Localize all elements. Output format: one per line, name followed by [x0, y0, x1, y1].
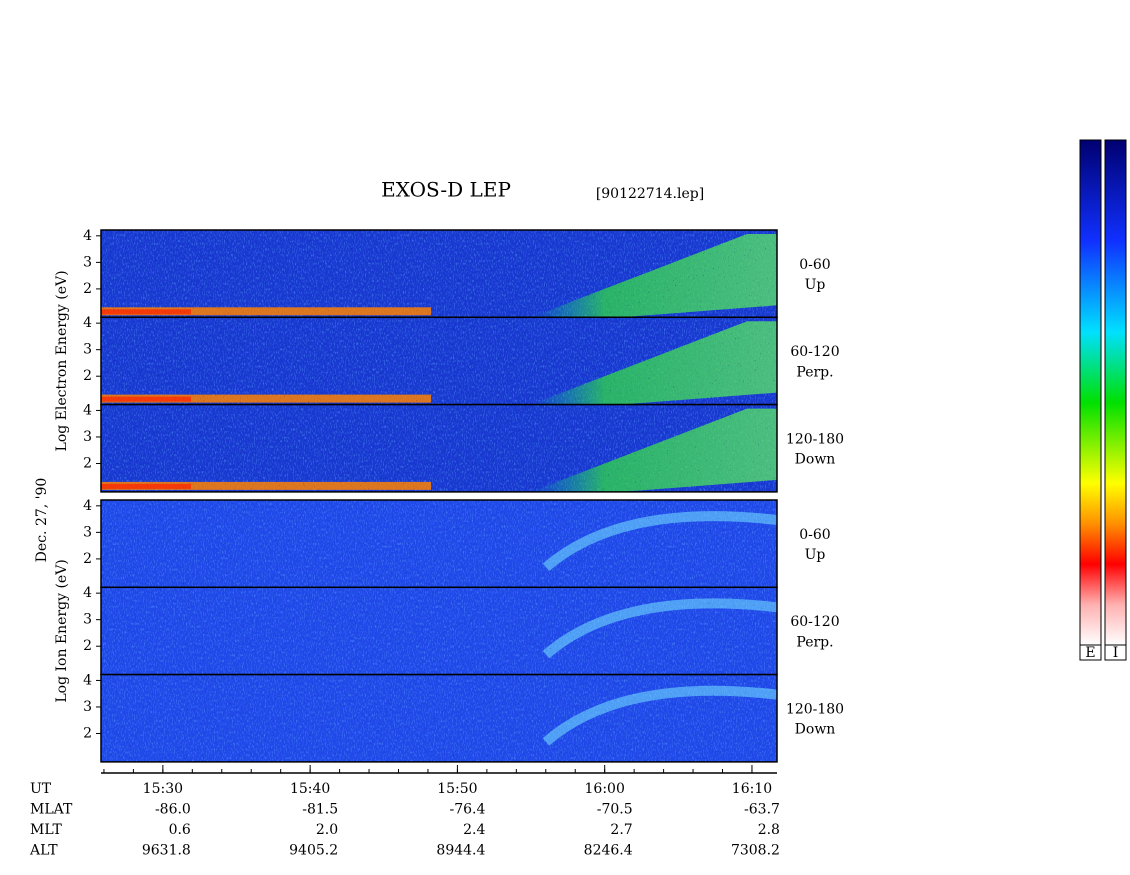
row-value: 8246.4: [584, 843, 633, 859]
colorbar-label-box: [1104, 644, 1127, 661]
x-tick-label: 15:30: [143, 781, 183, 797]
panel-label: 0-60: [799, 257, 830, 273]
panel-sublabel: Perp.: [796, 634, 833, 650]
y-tick-label: 4: [83, 498, 92, 514]
row-value: 2.0: [316, 822, 338, 838]
y-tick-label: 4: [83, 402, 92, 418]
y-tick-label: 4: [83, 585, 92, 601]
panel-sublabel: Down: [795, 722, 836, 738]
row-label: MLT: [30, 822, 62, 838]
date-label: Dec. 27, '90: [34, 478, 50, 563]
y-tick-label: 2: [83, 368, 92, 384]
axis-label: Log Electron Energy (eV): [54, 270, 70, 451]
row-value: 7308.2: [731, 843, 780, 859]
y-tick-label: 2: [83, 726, 92, 742]
y-tick-label: 4: [83, 315, 92, 331]
row-label: MLAT: [30, 802, 73, 818]
colorbar-label: I: [1113, 645, 1119, 661]
panel-frame: [100, 403, 778, 493]
x-tick-label: 15:40: [290, 781, 330, 797]
y-tick-label: 3: [83, 254, 92, 270]
row-label: UT: [30, 781, 52, 797]
y-tick-label: 3: [83, 612, 92, 628]
y-tick-label: 4: [83, 672, 92, 688]
file-name: [90122714.lep]: [596, 186, 704, 202]
panel-sublabel: Up: [805, 277, 826, 293]
row-value: -81.5: [302, 802, 338, 818]
y-tick-label: 2: [83, 638, 92, 654]
y-tick-label: 2: [83, 456, 92, 472]
row-value: 9631.8: [142, 843, 191, 859]
y-tick-label: 3: [83, 429, 92, 445]
x-tick-label: 16:00: [585, 781, 625, 797]
colorbar-label-box: [1079, 644, 1102, 661]
chart-title: EXOS-D LEP: [381, 178, 511, 202]
y-tick-label: 3: [83, 342, 92, 358]
row-value: 2.8: [758, 822, 780, 838]
x-tick-label: 16:10: [732, 781, 772, 797]
colorbar-label: E: [1085, 645, 1095, 661]
panel-label: 120-180: [786, 432, 844, 448]
row-value: -63.7: [744, 802, 780, 818]
panel-sublabel: Perp.: [796, 364, 833, 380]
panel-sublabel: Up: [805, 547, 826, 563]
colorbar: [1079, 139, 1102, 646]
spectrogram-noise: [101, 317, 777, 405]
axis-label: Log Ion Energy (eV): [54, 559, 70, 702]
spectrogram-noise: [101, 587, 777, 675]
y-tick-label: 4: [83, 228, 92, 244]
panel-sublabel: Down: [795, 452, 836, 468]
x-tick-label: 15:50: [437, 781, 477, 797]
panel-frame: [100, 673, 778, 763]
row-value: 9405.2: [289, 843, 338, 859]
row-value: -70.5: [597, 802, 633, 818]
row-value: 2.4: [463, 822, 485, 838]
row-value: -76.4: [450, 802, 486, 818]
y-tick-label: 3: [83, 524, 92, 540]
spectrogram-noise: [101, 500, 777, 588]
row-value: 0.6: [169, 822, 191, 838]
panel-label: 120-180: [786, 702, 844, 718]
row-value: 8944.4: [436, 843, 485, 859]
y-tick-label: 2: [83, 281, 92, 297]
y-tick-label: 3: [83, 699, 92, 715]
row-label: ALT: [29, 843, 58, 859]
spectrogram-noise: [101, 404, 777, 492]
y-tick-label: 2: [83, 551, 92, 567]
row-value: 2.7: [610, 822, 632, 838]
colorbar: [1104, 139, 1127, 646]
panel-label: 60-120: [790, 614, 839, 630]
spectrogram-noise: [101, 674, 777, 762]
row-value: -86.0: [155, 802, 191, 818]
panel-label: 0-60: [799, 527, 830, 543]
panel-label: 60-120: [790, 344, 839, 360]
spectrogram-noise: [101, 230, 777, 318]
